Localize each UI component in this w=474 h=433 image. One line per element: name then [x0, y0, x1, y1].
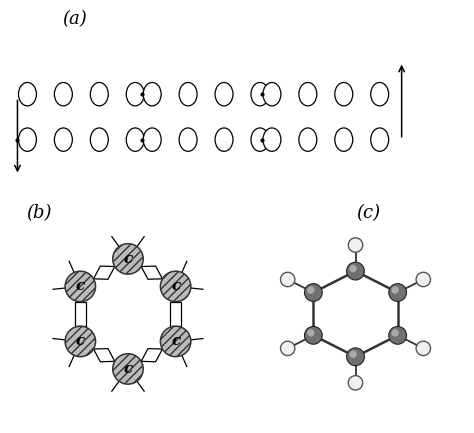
Circle shape — [307, 286, 315, 294]
Circle shape — [55, 128, 73, 151]
Circle shape — [349, 351, 357, 358]
Circle shape — [126, 128, 144, 151]
Text: c: c — [171, 334, 180, 349]
Text: c: c — [123, 362, 133, 376]
Circle shape — [416, 341, 430, 355]
Circle shape — [179, 83, 197, 106]
Circle shape — [389, 326, 407, 344]
Circle shape — [281, 272, 295, 287]
Circle shape — [179, 128, 197, 151]
Circle shape — [335, 128, 353, 151]
Text: c: c — [76, 334, 85, 349]
Circle shape — [251, 128, 269, 151]
Circle shape — [251, 83, 269, 106]
Text: (c): (c) — [356, 204, 380, 222]
Circle shape — [392, 329, 399, 336]
Circle shape — [143, 128, 161, 151]
Circle shape — [307, 329, 315, 336]
Circle shape — [160, 326, 191, 357]
Circle shape — [18, 128, 36, 151]
Circle shape — [160, 271, 191, 302]
Text: c: c — [171, 279, 180, 294]
Circle shape — [371, 128, 389, 151]
Text: c: c — [123, 252, 133, 266]
Circle shape — [335, 83, 353, 106]
Circle shape — [349, 265, 357, 272]
Text: c: c — [76, 279, 85, 294]
Circle shape — [65, 326, 96, 357]
Circle shape — [304, 284, 322, 301]
Circle shape — [346, 348, 365, 365]
Circle shape — [299, 83, 317, 106]
Circle shape — [348, 376, 363, 390]
Circle shape — [392, 286, 399, 294]
Circle shape — [215, 83, 233, 106]
Circle shape — [91, 83, 108, 106]
Circle shape — [371, 83, 389, 106]
Circle shape — [348, 238, 363, 252]
Circle shape — [113, 354, 143, 384]
Circle shape — [215, 128, 233, 151]
Circle shape — [143, 83, 161, 106]
Circle shape — [91, 128, 108, 151]
Circle shape — [263, 128, 281, 151]
Circle shape — [55, 83, 73, 106]
Circle shape — [346, 262, 365, 280]
Circle shape — [299, 128, 317, 151]
Circle shape — [113, 244, 143, 274]
Circle shape — [65, 271, 96, 302]
Text: (b): (b) — [27, 204, 52, 222]
Circle shape — [18, 83, 36, 106]
Circle shape — [281, 341, 295, 355]
Circle shape — [304, 326, 322, 344]
Circle shape — [389, 284, 407, 301]
Circle shape — [263, 83, 281, 106]
Text: (a): (a) — [63, 10, 87, 28]
Circle shape — [416, 272, 430, 287]
Circle shape — [126, 83, 144, 106]
